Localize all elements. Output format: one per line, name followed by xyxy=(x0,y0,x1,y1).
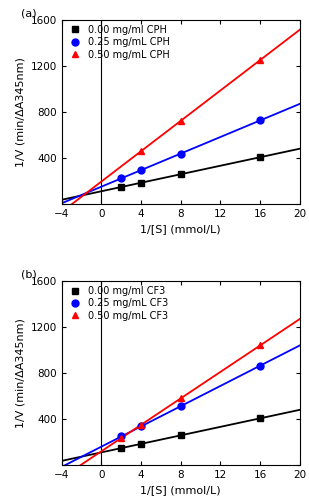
0.25 mg/mL CPH xyxy=(179,150,183,156)
0.00 mg/ml CPH xyxy=(139,180,143,186)
Line: 0.25 mg/mL CF3: 0.25 mg/mL CF3 xyxy=(118,362,264,440)
0.00 mg/ml CF3 xyxy=(139,441,143,447)
0.50 mg/mL CPH xyxy=(258,57,262,63)
Line: 0.00 mg/ml CF3: 0.00 mg/ml CF3 xyxy=(118,415,264,452)
0.00 mg/ml CPH xyxy=(258,154,262,160)
0.00 mg/ml CPH xyxy=(179,171,183,177)
0.50 mg/mL CF3 xyxy=(139,422,143,428)
Text: (a): (a) xyxy=(21,8,37,18)
0.00 mg/ml CPH xyxy=(120,184,123,190)
Line: 0.50 mg/mL CF3: 0.50 mg/mL CF3 xyxy=(118,342,264,442)
0.50 mg/mL CPH xyxy=(179,118,183,124)
0.25 mg/mL CF3 xyxy=(258,362,262,368)
Legend: 0.00 mg/ml CF3, 0.25 mg/mL CF3, 0.50 mg/mL CF3: 0.00 mg/ml CF3, 0.25 mg/mL CF3, 0.50 mg/… xyxy=(65,284,170,323)
Legend: 0.00 mg/ml CPH, 0.25 mg/mL CPH, 0.50 mg/mL CPH: 0.00 mg/ml CPH, 0.25 mg/mL CPH, 0.50 mg/… xyxy=(65,23,172,62)
Line: 0.50 mg/mL CPH: 0.50 mg/mL CPH xyxy=(138,56,264,154)
0.50 mg/mL CF3 xyxy=(258,342,262,348)
0.00 mg/ml CF3 xyxy=(258,416,262,422)
Y-axis label: 1/V (min/ΔA345nm): 1/V (min/ΔA345nm) xyxy=(15,57,25,167)
0.00 mg/ml CF3 xyxy=(120,445,123,451)
0.50 mg/mL CF3 xyxy=(179,396,183,402)
0.25 mg/mL CPH xyxy=(120,176,123,182)
0.50 mg/mL CF3 xyxy=(120,435,123,441)
Line: 0.00 mg/ml CPH: 0.00 mg/ml CPH xyxy=(118,154,264,190)
0.25 mg/mL CF3 xyxy=(120,434,123,440)
0.25 mg/mL CPH xyxy=(258,118,262,124)
0.25 mg/mL CPH xyxy=(139,167,143,173)
Text: (b): (b) xyxy=(21,270,37,280)
0.25 mg/mL CF3 xyxy=(179,403,183,409)
0.50 mg/mL CPH xyxy=(139,148,143,154)
Y-axis label: 1/V (min/ΔA345nm): 1/V (min/ΔA345nm) xyxy=(15,318,25,428)
X-axis label: 1/[S] (mmol/L): 1/[S] (mmol/L) xyxy=(141,486,221,496)
0.00 mg/ml CF3 xyxy=(179,432,183,438)
Line: 0.25 mg/mL CPH: 0.25 mg/mL CPH xyxy=(118,117,264,182)
0.25 mg/mL CF3 xyxy=(139,424,143,430)
X-axis label: 1/[S] (mmol/L): 1/[S] (mmol/L) xyxy=(141,224,221,234)
